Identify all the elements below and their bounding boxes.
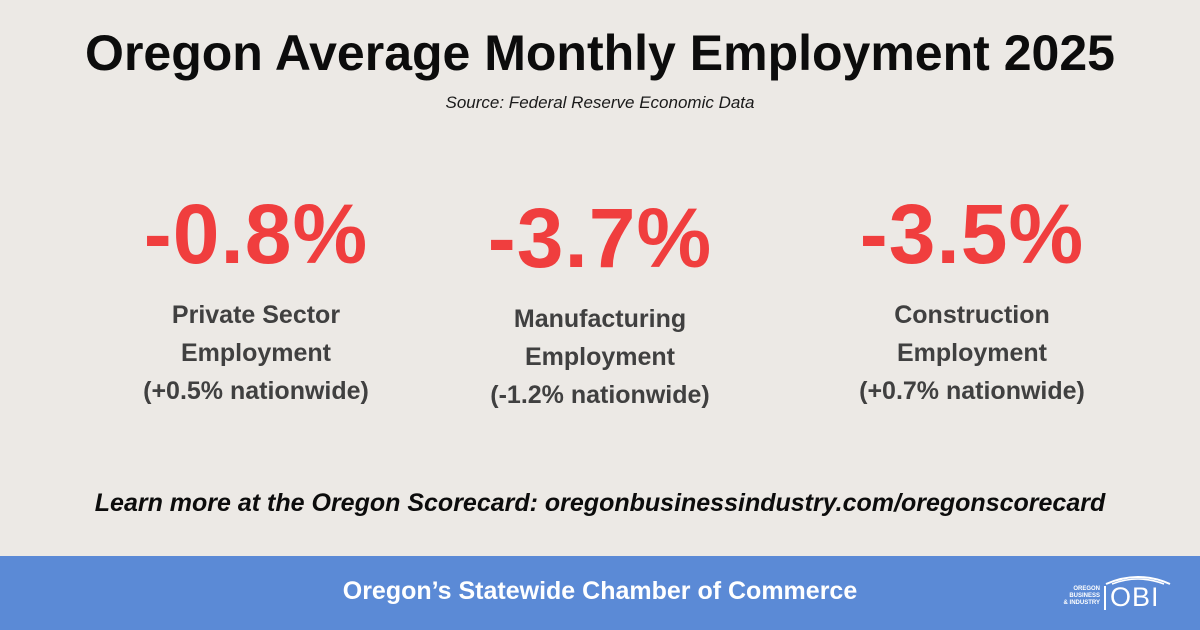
stat-label-line: Employment (896, 339, 1048, 367)
footer-text: Oregon’s Statewide Chamber of Commerce (342, 577, 858, 605)
source-note: Source: Federal Reserve Economic Data (445, 93, 755, 112)
logo-arc-icon (1105, 576, 1171, 585)
stat-label: Construction Employment (+0.7% nationwid… (822, 296, 1122, 410)
stat-label-line: Construction (894, 301, 1050, 329)
stat-label-line: Employment (180, 339, 332, 367)
stat-label-line: (+0.5% nationwide) (143, 377, 369, 405)
stat-value: -0.8% (143, 187, 369, 281)
stat-label: Private Sector Employment (+0.5% nationw… (106, 296, 406, 410)
footer-band: Oregon’s Statewide Chamber of Commerce (0, 556, 1200, 630)
logo-wordmark: OREGON BUSINESS & INDUSTRY (1054, 586, 1100, 607)
stat-private-sector: -0.8% Private Sector Employment (+0.5% n… (106, 190, 406, 410)
stat-label: Manufacturing Employment (-1.2% nationwi… (450, 300, 750, 414)
stat-manufacturing: -3.7% Manufacturing Employment (-1.2% na… (450, 194, 750, 414)
stat-label-line: (+0.7% nationwide) (859, 377, 1085, 405)
logo-line: OREGON (1073, 586, 1100, 592)
stat-construction: -3.5% Construction Employment (+0.7% nat… (822, 190, 1122, 410)
stat-value: -3.5% (859, 187, 1085, 281)
stat-value: -3.7% (487, 191, 713, 285)
stat-label-line: Manufacturing (513, 305, 687, 333)
stat-label-line: (-1.2% nationwide) (490, 381, 710, 409)
logo-text: OBI (1110, 582, 1160, 612)
stat-label-line: Private Sector (171, 301, 341, 329)
logo-line: BUSINESS (1069, 593, 1100, 599)
obi-logo: OREGON BUSINESS & INDUSTRY OBI (1054, 572, 1174, 616)
stat-label-line: Employment (524, 343, 676, 371)
logo-divider (1104, 586, 1106, 610)
page-title: Oregon Average Monthly Employment 2025 (85, 25, 1115, 81)
learn-more-link[interactable]: Learn more at the Oregon Scorecard: oreg… (94, 489, 1106, 517)
logo-line: & INDUSTRY (1063, 600, 1100, 606)
